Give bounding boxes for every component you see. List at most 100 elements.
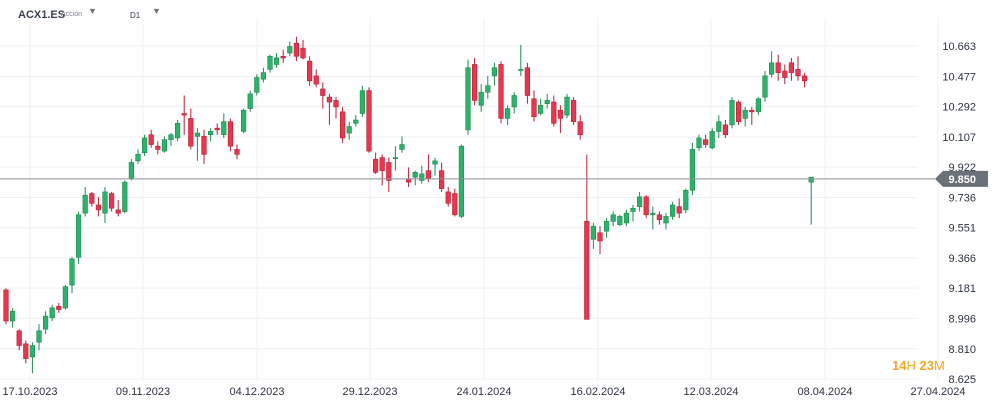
candle-body (775, 62, 781, 73)
x-tick-label: 17.10.2023 (2, 386, 57, 398)
candle-down (313, 69, 319, 88)
candle-up (82, 187, 88, 217)
candle-down (795, 56, 801, 81)
candle-body (280, 55, 286, 59)
candle-body (702, 139, 709, 145)
candle-body (300, 47, 306, 59)
candle-body (359, 90, 366, 114)
grid (0, 18, 939, 381)
candle-body (29, 345, 36, 358)
candle-up (42, 311, 49, 335)
candle-body (762, 75, 768, 98)
candle-body (260, 72, 267, 80)
candle-down (425, 154, 432, 183)
candle-body (293, 42, 300, 57)
candle-up (491, 62, 498, 86)
candle-down (405, 167, 412, 188)
y-tick-label: 8.810 (948, 344, 976, 356)
candle-up (76, 211, 82, 264)
candle-body (709, 131, 715, 149)
candle-body (603, 221, 610, 232)
x-tick-label: 04.12.2023 (229, 386, 284, 398)
candle-body (188, 118, 194, 147)
candle-up (241, 108, 247, 134)
candle-body (491, 67, 498, 77)
candle-up (537, 98, 544, 116)
candle-up (267, 54, 273, 73)
y-tick-label: 8.625 (948, 374, 976, 386)
candle-body (234, 149, 240, 155)
y-tick-label: 10.107 (942, 132, 976, 144)
candle-body (273, 57, 280, 65)
candle-down (3, 288, 9, 325)
candle-body (577, 121, 583, 136)
candle-up (247, 90, 253, 112)
y-tick-label: 9.922 (948, 162, 976, 174)
candle-up (544, 93, 550, 109)
candle-body (584, 221, 590, 320)
candle-body (122, 181, 128, 212)
countdown-hours: 14 (892, 358, 907, 373)
candle-up (221, 113, 227, 138)
candle-body (254, 77, 260, 93)
candle-down (570, 97, 577, 125)
y-tick-label: 9.366 (948, 253, 976, 265)
candle-body (590, 225, 596, 240)
candle-body (445, 191, 451, 204)
candle-body (353, 119, 359, 124)
candle-body (544, 100, 550, 104)
candle-body (795, 69, 801, 77)
candle-up (273, 53, 280, 68)
candle-body (16, 330, 22, 346)
candle-down (95, 196, 101, 217)
candle-body (386, 162, 392, 181)
candle-up (102, 187, 108, 223)
candle-body (432, 160, 438, 165)
candle-up (399, 136, 405, 153)
candle-body (663, 216, 669, 224)
x-tick-label: 08.04.2024 (797, 386, 852, 398)
candle-down (115, 200, 121, 217)
candle-body (656, 214, 662, 220)
candle-down (227, 118, 234, 152)
candle-body (366, 90, 372, 152)
candle-down (702, 134, 709, 148)
candle-body (10, 310, 16, 322)
candle-body (142, 137, 148, 153)
candle-down (551, 95, 557, 127)
candle-body (650, 212, 656, 216)
candle-body (669, 204, 676, 217)
candle-body (148, 134, 154, 145)
current-price-badge: 9.850 (935, 170, 988, 187)
candle-down (56, 303, 62, 313)
candle-body (3, 289, 9, 322)
countdown-minutes: 23 (919, 358, 934, 373)
candle-down (584, 154, 590, 320)
candle-down (333, 97, 339, 119)
timeframe-selector[interactable]: D1 (130, 11, 141, 20)
candle-body (194, 132, 201, 137)
candle-down (557, 105, 563, 134)
candle-up (511, 92, 517, 114)
candle-body (115, 209, 121, 214)
candle-up (630, 204, 636, 222)
candle-body (326, 96, 333, 103)
caret-down-icon[interactable]: ▼ (88, 6, 97, 16)
candle-down (498, 61, 504, 124)
candle-up (432, 157, 438, 176)
caret-down-icon[interactable]: ▼ (152, 6, 161, 16)
x-tick-label: 27.04.2024 (910, 386, 965, 398)
candle-body (56, 305, 62, 310)
candle-down (782, 64, 788, 85)
candle-down (577, 115, 583, 140)
candle-body (201, 136, 207, 155)
x-tick-label: 09.11.2023 (116, 386, 170, 398)
candle-down (531, 90, 537, 122)
candle-down (326, 93, 333, 125)
candle-body (557, 109, 563, 119)
candle-up (623, 209, 629, 227)
candle-body (339, 111, 346, 139)
candle-down (155, 141, 161, 155)
y-tick-label: 9.551 (948, 223, 976, 235)
